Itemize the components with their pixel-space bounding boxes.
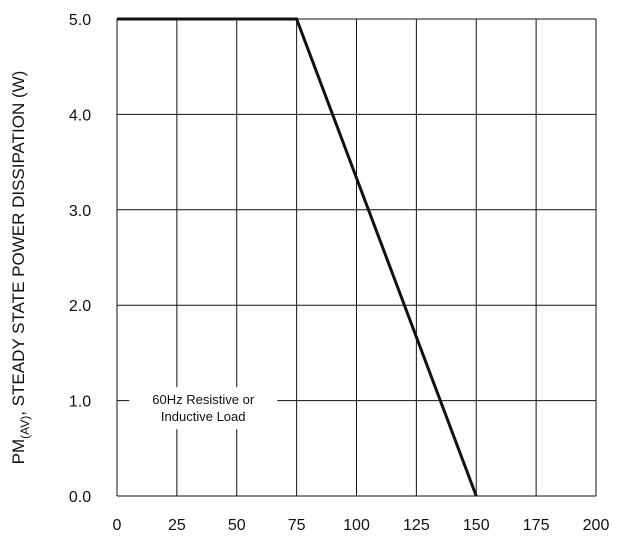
y-tick-label-2: 2.0	[69, 298, 91, 315]
x-tick-label-50: 50	[228, 517, 246, 534]
x-tick-label-25: 25	[168, 517, 186, 534]
series-group	[117, 17, 478, 497]
annotation-group: 60Hz Resistive or Inductive Load	[129, 387, 278, 430]
x-tick-label-175: 175	[523, 517, 550, 534]
x-tick-label-0: 0	[113, 517, 122, 534]
x-tick-labels: 0 25 50 75 100 125 150 175 200	[113, 517, 610, 534]
y-axis-label-subscript: (AV)	[18, 416, 32, 439]
y-tick-label-4: 4.0	[69, 107, 91, 124]
y-tick-label-0: 0.0	[69, 489, 91, 506]
x-tick-label-200: 200	[583, 517, 610, 534]
x-tick-label-125: 125	[403, 517, 430, 534]
y-tick-label-1: 1.0	[69, 394, 91, 411]
annotation-line-2: Inductive Load	[161, 409, 246, 424]
y-axis-label: PM(AV), STEADY STATE POWER DISSIPATION (…	[9, 71, 32, 465]
y-tick-labels: 0.0 1.0 2.0 3.0 4.0 5.0	[69, 12, 91, 506]
x-tick-label-100: 100	[343, 517, 370, 534]
x-tick-label-75: 75	[288, 517, 306, 534]
y-tick-label-3: 3.0	[69, 203, 91, 220]
y-axis-label-rest: , STEADY STATE POWER DISSIPATION (W)	[9, 71, 28, 416]
y-tick-label-5: 5.0	[69, 12, 91, 29]
series-line-0	[117, 17, 478, 497]
y-axis-label-main: PM	[9, 439, 28, 465]
annotation-background	[129, 387, 278, 430]
annotation-line-1: 60Hz Resistive or	[152, 392, 255, 407]
x-tick-label-150: 150	[463, 517, 490, 534]
